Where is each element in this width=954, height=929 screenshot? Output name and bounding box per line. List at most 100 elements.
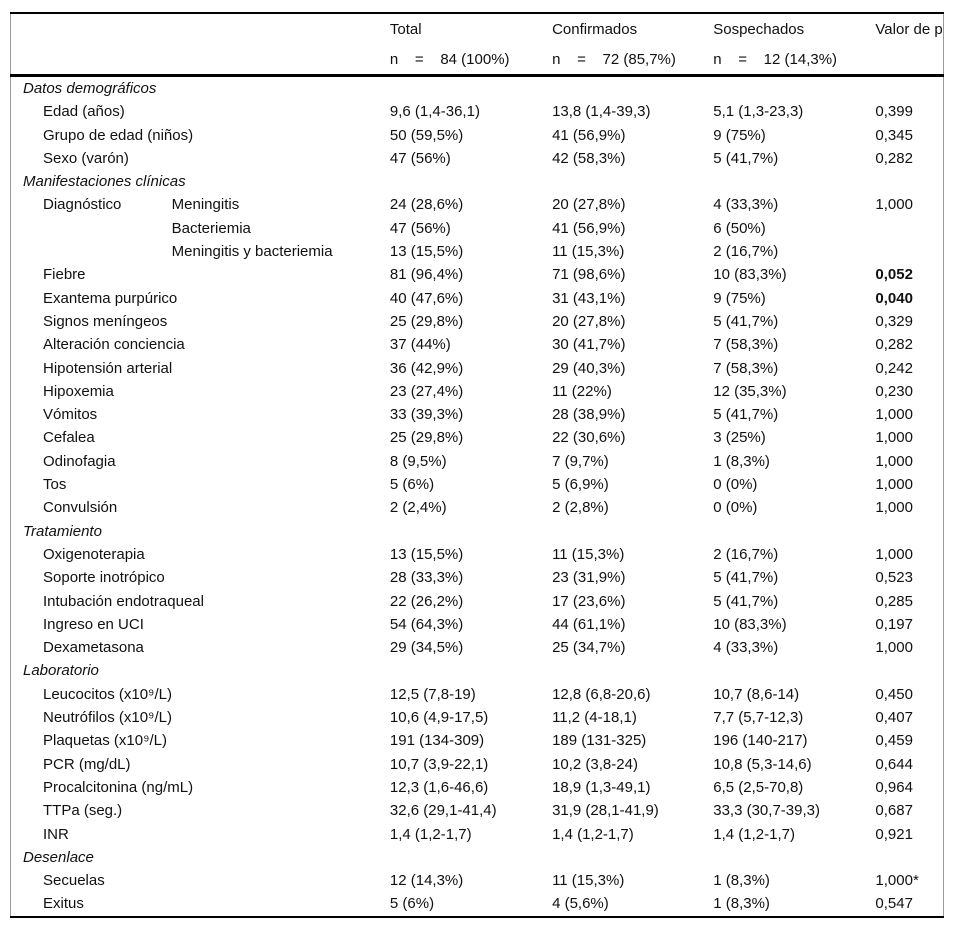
table-row: Oxigenoterapia 13 (15,5%) 11 (15,3%) 2 (16,…: [11, 543, 944, 566]
cell-total: 33 (39,3%): [389, 406, 464, 424]
cell-p-value: 0,459: [875, 732, 913, 750]
n-confirmados: n = 72 (85,7%): [552, 44, 714, 77]
cell-confirmados: 13,8 (1,4-39,3): [552, 103, 651, 121]
row-label: Procalcitonina (ng/mL): [43, 778, 194, 796]
cell-total: 12,5 (7,8-19): [389, 685, 476, 703]
row-label: Convulsión: [43, 499, 118, 517]
cell-p-value: 0,345: [875, 126, 913, 144]
row-label: [11, 240, 172, 263]
header-empty-cell: [10, 44, 390, 77]
cell-sospechados: 5 (41,7%): [713, 406, 779, 424]
row-label: Hipotensión arterial: [43, 359, 173, 377]
row-sublabel: Meningitis y bacteriemia: [171, 243, 333, 261]
row-label: Soporte inotrópico: [43, 569, 165, 587]
cell-p-value: 0,399: [875, 103, 913, 121]
cell-confirmados: 20 (27,8%): [552, 196, 626, 214]
cell-confirmados: 10,2 (3,8-24): [552, 755, 638, 773]
section-title: Datos demográficos: [23, 80, 157, 97]
cell-p-value: 1,000*: [875, 872, 919, 890]
clinical-characteristics-table: Total Confirmados Sospechados Valor de p…: [10, 12, 944, 918]
cell-p-value: [875, 240, 943, 263]
cell-p-value: 0,644: [875, 755, 913, 773]
section-row: Desenlace: [11, 846, 944, 869]
cell-sospechados: 5 (41,7%): [713, 592, 779, 610]
row-label: PCR (mg/dL): [43, 755, 131, 773]
cell-confirmados: 30 (41,7%): [552, 336, 626, 354]
row-label: Ingreso en UCI: [43, 615, 144, 633]
table-row: Exitus 5 (6%) 4 (5,6%) 1 (8,3%) 0,547: [11, 892, 944, 916]
cell-total: 28 (33,3%): [389, 569, 464, 587]
section-row: Laboratorio: [11, 659, 944, 682]
cell-sospechados: 196 (140-217): [713, 732, 808, 750]
section-title: Manifestaciones clínicas: [23, 173, 186, 191]
row-label: Neutrófilos (x10⁹/L): [43, 709, 172, 727]
table-row: Hipoxemia 23 (27,4%) 11 (22%) 12 (35,3%) 0,2…: [11, 380, 944, 403]
cell-sospechados: 5 (41,7%): [713, 149, 779, 167]
cell-p-value: 0,329: [875, 312, 913, 330]
cell-sospechados: 1,4 (1,2-1,7): [713, 825, 795, 843]
table-row: Neutrófilos (x10⁹/L) 10,6 (4,9-17,5) 11,2 …: [11, 706, 944, 729]
cell-p-value: [875, 217, 943, 240]
cell-total: 22 (26,2%): [389, 592, 464, 610]
cell-sospechados: 7,7 (5,7-12,3): [713, 709, 804, 727]
header-row-labels: Total Confirmados Sospechados Valor de p: [11, 13, 944, 44]
cell-confirmados: 11 (22%): [552, 382, 612, 400]
cell-p-value: 0,687: [875, 802, 913, 820]
cell-sospechados: 5,1 (1,3-23,3): [713, 103, 804, 121]
row-sublabel: Bacteriemia: [171, 219, 251, 237]
cell-confirmados: 17 (23,6%): [552, 592, 626, 610]
row-label: Fiebre: [43, 266, 86, 284]
cell-sospechados: 10 (83,3%): [713, 266, 787, 284]
cell-confirmados: 29 (40,3%): [552, 359, 626, 377]
table-row: Odinofagia 8 (9,5%) 7 (9,7%) 1 (8,3%) 1,000: [11, 450, 944, 473]
cell-total: 24 (28,6%): [389, 196, 464, 214]
row-label: [11, 217, 172, 240]
row-label: INR: [43, 825, 69, 843]
section-row: Tratamiento: [11, 520, 944, 543]
table-row: Soporte inotrópico 28 (33,3%) 23 (31,9%) 5 …: [11, 566, 944, 589]
cell-total: 1,4 (1,2-1,7): [389, 825, 472, 843]
table-row: Plaquetas (x10⁹/L) 191 (134-309) 189 (131-…: [11, 729, 944, 752]
row-label: Diagnóstico: [43, 196, 122, 214]
section-title: Laboratorio: [23, 662, 99, 680]
cell-sospechados: 0 (0%): [713, 476, 758, 494]
table-row: Exantema purpúrico 40 (47,6%) 31 (43,1%) 9 …: [11, 287, 944, 310]
cell-sospechados: 0 (0%): [713, 499, 758, 517]
cell-sospechados: 1 (8,3%): [713, 452, 770, 470]
row-label: Sexo (varón): [43, 149, 129, 167]
cell-confirmados: 11 (15,3%): [552, 872, 625, 890]
column-header-total: Total: [389, 20, 422, 38]
cell-total: 25 (29,8%): [389, 312, 464, 330]
cell-confirmados: 23 (31,9%): [552, 569, 626, 587]
row-label: Plaquetas (x10⁹/L): [43, 732, 167, 750]
section-row: Datos demográficos: [11, 76, 944, 101]
cell-confirmados: 1,4 (1,2-1,7): [552, 825, 634, 843]
cell-confirmados: 44 (61,1%): [552, 615, 626, 633]
row-label: Exitus: [43, 895, 84, 913]
table-row: Procalcitonina (ng/mL) 12,3 (1,6-46,6) 18,…: [11, 776, 944, 799]
n-sospechados: n = 12 (14,3%): [713, 44, 876, 77]
cell-sospechados: 9 (75%): [713, 126, 766, 144]
cell-total: 8 (9,5%): [389, 452, 447, 470]
cell-total: 10,7 (3,9-22,1): [389, 755, 489, 773]
cell-sospechados: 2 (16,7%): [713, 243, 779, 261]
table-body: Datos demográficos Edad (años) 9,6 (1,4-36…: [11, 76, 944, 917]
cell-confirmados: 71 (98,6%): [552, 266, 626, 284]
table-row: Cefalea 25 (29,8%) 22 (30,6%) 3 (25%) 1,000: [11, 426, 944, 449]
table-row: Secuelas 12 (14,3%) 11 (15,3%) 1 (8,3%) 1,00…: [11, 869, 944, 892]
cell-confirmados: 12,8 (6,8-20,6): [552, 685, 651, 703]
cell-total: 50 (59,5%): [389, 126, 464, 144]
cell-p-value: 0,282: [875, 149, 913, 167]
table-row: Meningitis y bacteriemia 13 (15,5%) 11 (15…: [11, 240, 944, 263]
table-row: Hipotensión arterial 36 (42,9%) 29 (40,3%)…: [11, 357, 944, 380]
cell-sospechados: 10,7 (8,6-14): [713, 685, 800, 703]
cell-p-value: 0,407: [875, 709, 913, 727]
table-row: Convulsión 2 (2,4%) 2 (2,8%) 0 (0%) 1,000: [11, 496, 944, 519]
cell-total: 47 (56%): [389, 219, 451, 237]
section-title: Tratamiento: [23, 522, 102, 540]
table-header: Total Confirmados Sospechados Valor de p…: [10, 13, 944, 77]
cell-p-value: 0,450: [875, 685, 913, 703]
table-row: Intubación endotraqueal 22 (26,2%) 17 (23,…: [11, 590, 944, 613]
row-label: Secuelas: [43, 872, 105, 890]
cell-total: 9,6 (1,4-36,1): [389, 103, 480, 121]
